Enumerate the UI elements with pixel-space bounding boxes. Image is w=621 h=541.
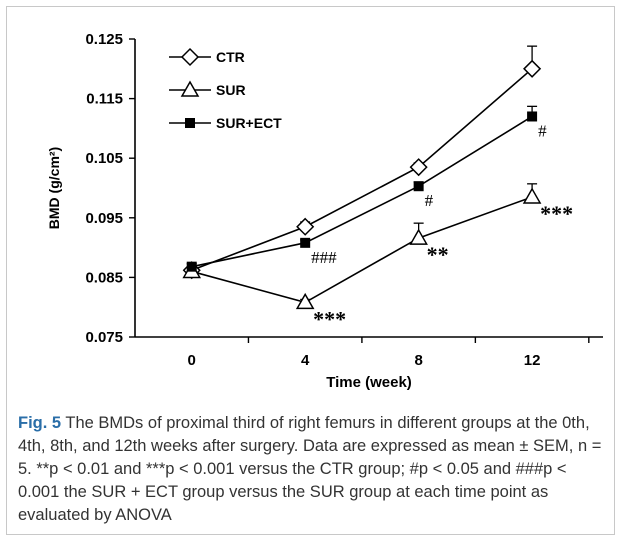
data-point-sur-ect [413,181,424,192]
legend-marker [185,118,195,128]
figure-frame: 0.075 0.085 0.095 0.105 0.115 0.125 0 4 8 12 Time … [6,6,615,535]
data-point-ctr [523,59,542,78]
y-tick-label: 0.115 [86,91,123,108]
data-point-sur-ect [300,237,311,248]
y-tick-label: 0.105 [85,150,123,167]
significance-mark: # [538,121,547,140]
legend-label: CTR [216,49,245,65]
legend-marker [180,80,200,97]
data-point-sur [409,228,428,245]
significance-mark: ### [311,248,337,267]
data-point-sur-ect [186,261,197,272]
y-axis-label: BMD (g/cm²) [46,147,62,229]
legend-label: SUR [216,82,246,98]
x-tick-label: 12 [524,352,541,369]
bmd-line-chart: 0.075 0.085 0.095 0.105 0.115 0.125 0 4 8 12 Time … [46,31,603,391]
data-point-sur-ect [527,111,538,122]
series-line-sur-ect [191,115,533,268]
y-tick-label: 0.075 [85,329,123,346]
caption-text: The BMDs of proximal third of right femu… [18,414,602,524]
data-point-sur [295,292,315,310]
legend-marker [180,47,200,67]
y-tick-label: 0.085 [85,269,123,286]
significance-mark: # [425,191,434,210]
series-line-sur [191,196,533,304]
x-tick-label: 0 [188,352,196,369]
figure-caption: Fig. 5 The BMDs of proximal third of rig… [18,412,608,527]
figure-label: Fig. 5 [18,414,62,432]
y-tick-label: 0.125 [85,31,123,48]
x-axis-label: Time (week) [326,374,412,391]
legend-label: SUR+ECT [216,115,282,131]
significance-mark: ** [427,242,449,267]
data-point-ctr [409,158,428,177]
y-tick-label: 0.095 [85,210,123,227]
series-line-ctr [191,68,533,271]
data-point-ctr [296,217,315,236]
significance-mark: *** [540,201,573,226]
x-tick-label: 8 [414,352,422,369]
data-point-sur [522,187,542,204]
significance-mark: *** [313,306,346,331]
x-tick-label: 4 [301,352,310,369]
